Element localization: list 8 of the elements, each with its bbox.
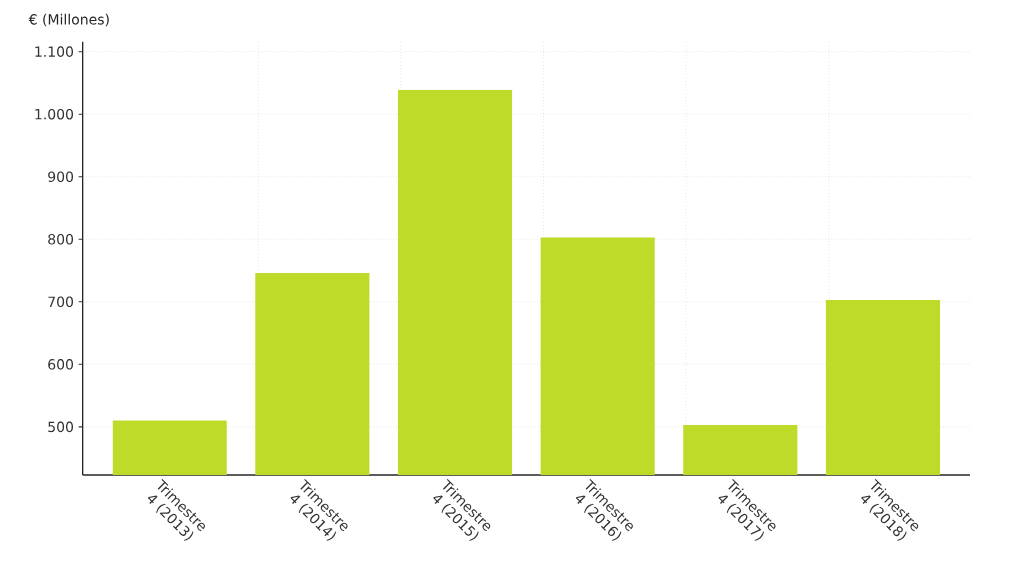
y-tick-label: 900 (48, 171, 74, 183)
y-tick-label: 800 (48, 233, 74, 245)
y-axis-title: € (Millones) (28, 13, 109, 27)
y-tick-label: 600 (48, 359, 74, 370)
y-tick-label: 1.100 (35, 46, 74, 57)
y-tick-label: 500 (48, 421, 74, 433)
y-tick-label: 1.000 (35, 108, 74, 120)
y-tick-label: 700 (48, 296, 74, 308)
